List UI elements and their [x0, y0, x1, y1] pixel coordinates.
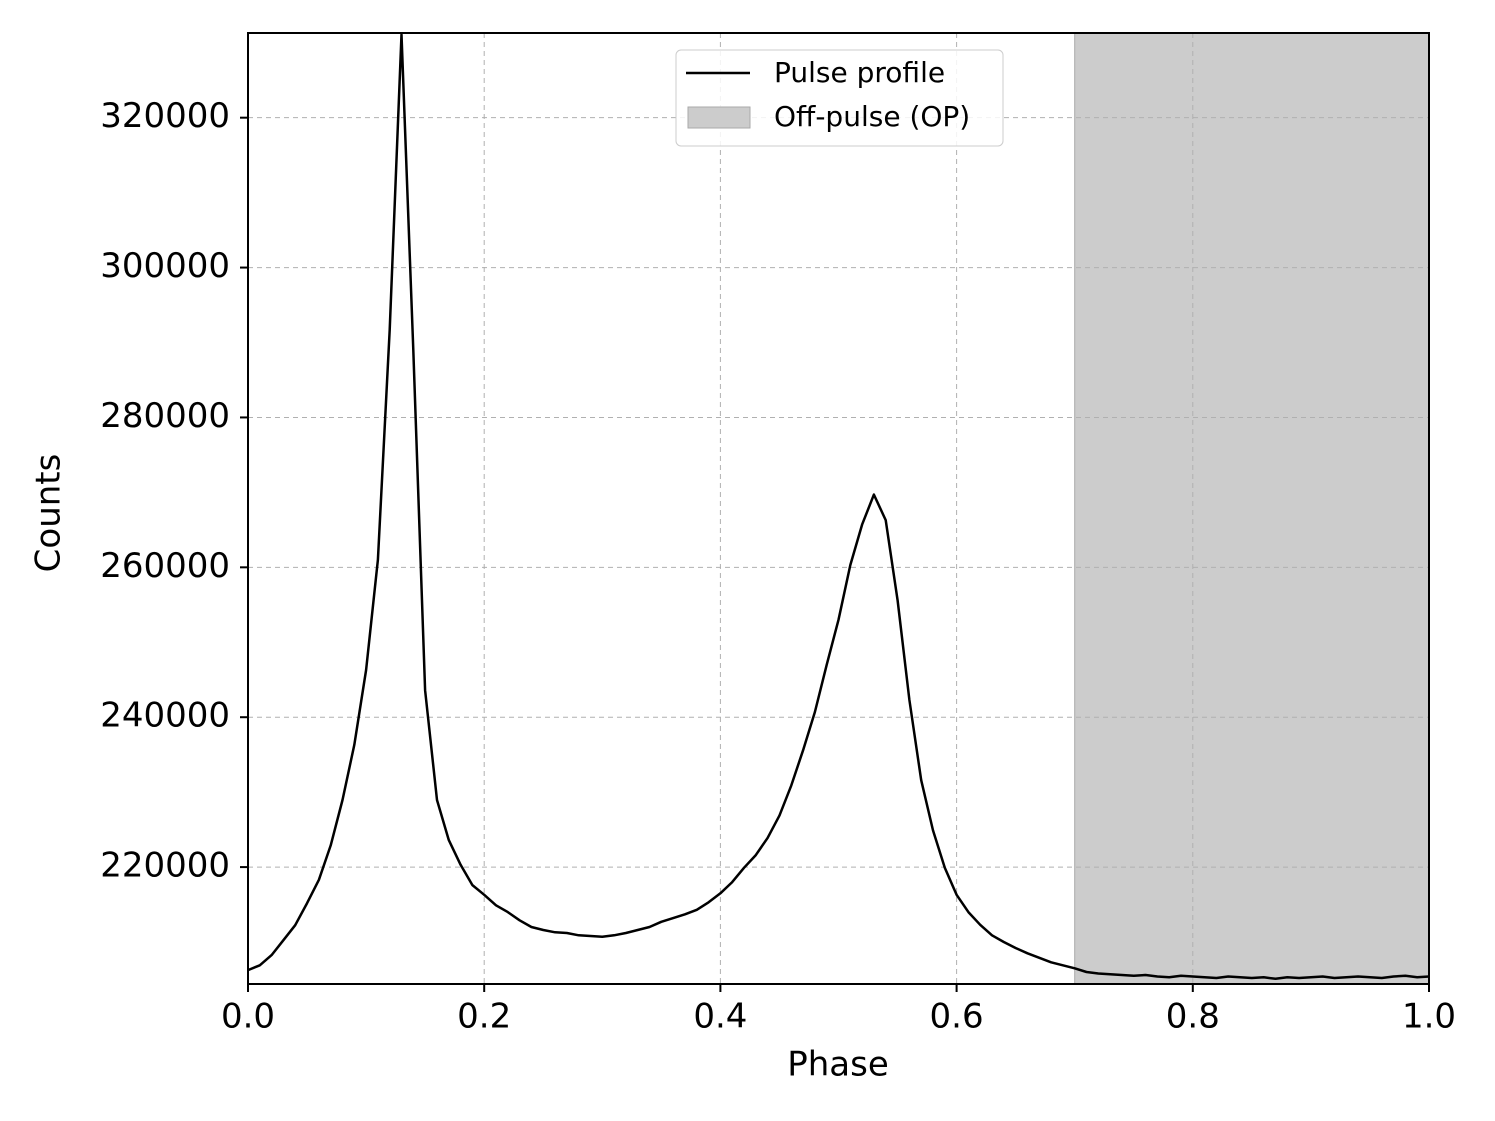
x-tick-label: 0.6	[930, 997, 984, 1037]
plot-frame	[247, 32, 1430, 985]
legend-label: Pulse profile	[774, 56, 945, 89]
y-tick-label: 220000	[100, 846, 230, 886]
y-axis-label: Counts	[29, 454, 69, 573]
x-tick-label: 0.4	[693, 997, 747, 1037]
pulse-line	[247, 33, 1430, 981]
x-tick-label: 0.0	[221, 997, 275, 1037]
legend-label: Off-pulse (OP)	[774, 100, 970, 133]
y-tick-label: 320000	[100, 96, 230, 136]
legend-box	[675, 49, 1004, 147]
x-tick-label: 1.0	[1402, 997, 1456, 1037]
y-tick-label: 300000	[100, 246, 230, 286]
y-tick-label: 260000	[100, 546, 230, 586]
x-tick-label: 0.8	[1166, 997, 1220, 1037]
x-tick-label: 0.2	[457, 997, 511, 1037]
y-tick-label: 280000	[100, 396, 230, 436]
legend-patch-swatch	[687, 106, 751, 129]
off-pulse-region	[1074, 32, 1430, 985]
x-axis-label: Phase	[787, 1045, 889, 1085]
y-tick-label: 240000	[100, 696, 230, 736]
